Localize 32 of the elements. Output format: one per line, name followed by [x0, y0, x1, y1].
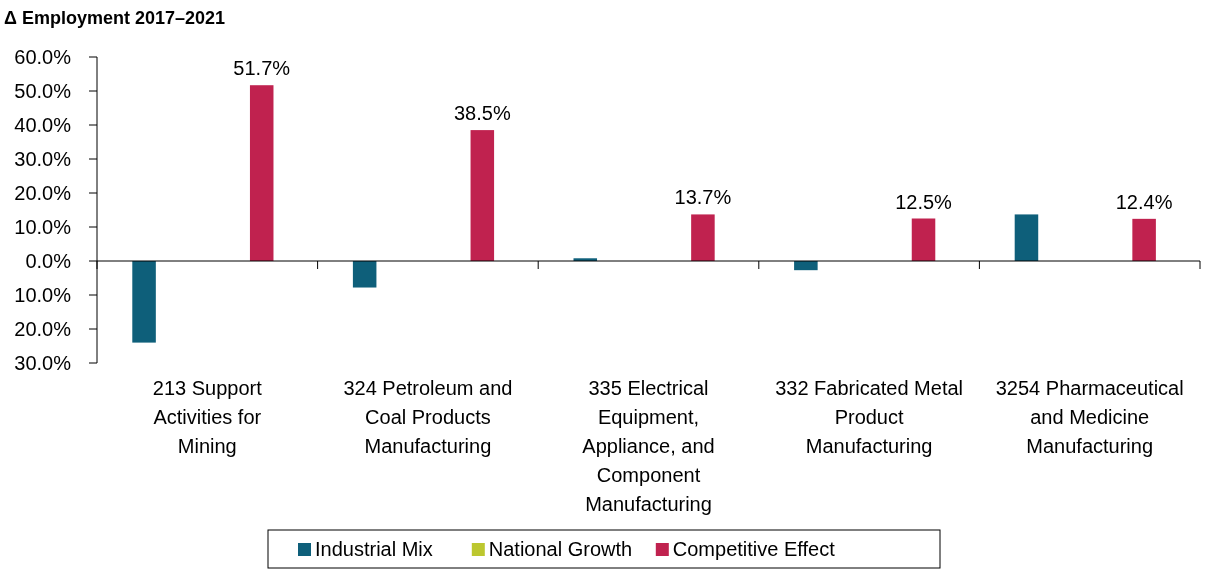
y-tick-label: 30.0% — [14, 148, 72, 170]
data-label: 38.5% — [453, 102, 511, 125]
y-tick-label: 60.0% — [14, 46, 72, 68]
legend-label: Industrial Mix — [315, 538, 433, 560]
legend-label: Competitive Effect — [672, 538, 836, 560]
bar — [691, 214, 715, 261]
data-label: 13.7% — [674, 186, 732, 209]
y-tick-label: 20.0% — [14, 318, 72, 340]
legend-label: National Growth — [488, 538, 633, 560]
data-label: 12.4% — [1115, 190, 1173, 213]
y-tick-label: 50.0% — [14, 80, 72, 102]
x-tick-label: 3254 Pharmaceutical and Medicine Manufacturing — [995, 377, 1184, 457]
bar — [470, 130, 495, 261]
chart-title: Δ Employment 2017–2021 — [4, 8, 226, 28]
y-tick-label: 30.0% — [14, 352, 72, 374]
bar — [249, 85, 274, 261]
y-tick-label: 40.0% — [14, 114, 72, 136]
bar — [911, 218, 936, 261]
bar — [352, 261, 377, 288]
data-label: 51.7% — [233, 57, 291, 80]
bar — [132, 261, 156, 343]
y-tick-label: 20.0% — [14, 182, 72, 204]
x-tick-label: 332 Fabricated Metal Product Manufacturing — [775, 377, 964, 457]
data-label: 12.5% — [895, 190, 953, 213]
x-tick-label: 335 Electrical Equipment, Appliance, and Component Manufacturing — [582, 377, 715, 515]
y-tick-label: 10.0% — [14, 284, 72, 306]
x-tick-label: 213 Support Activities for Mining — [152, 377, 263, 457]
y-tick-label: 0.0% — [25, 250, 72, 272]
y-tick-label: 10.0% — [14, 216, 72, 238]
bar — [1132, 218, 1156, 261]
x-tick-label: 324 Petroleum and Coal Products Manufacturing — [343, 377, 513, 457]
bar — [1014, 214, 1039, 261]
